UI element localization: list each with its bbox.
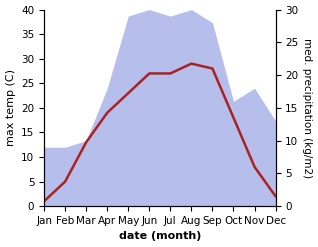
Y-axis label: med. precipitation (kg/m2): med. precipitation (kg/m2) (302, 38, 313, 178)
X-axis label: date (month): date (month) (119, 231, 201, 242)
Y-axis label: max temp (C): max temp (C) (5, 69, 16, 146)
